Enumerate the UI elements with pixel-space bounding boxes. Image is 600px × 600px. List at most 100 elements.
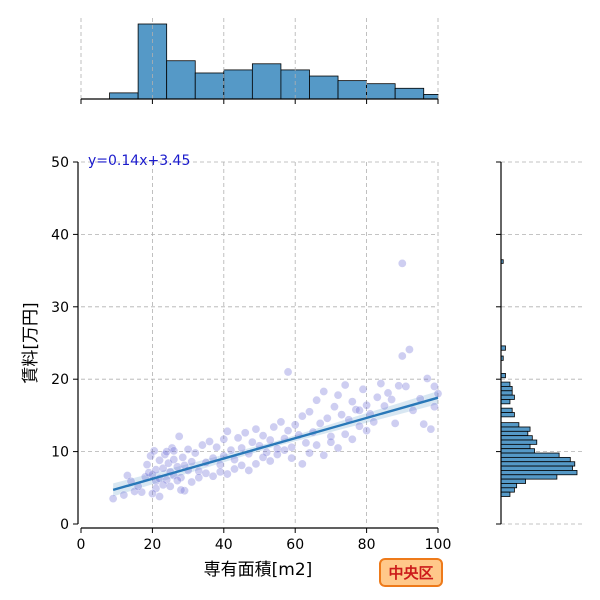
top-hist-bar: [166, 60, 196, 100]
right-hist-bar: [500, 390, 513, 396]
top-histogram: [80, 18, 439, 104]
right-hist-bar: [500, 483, 518, 489]
scatter-point: [433, 389, 443, 399]
right-hist-bar: [500, 443, 531, 450]
scatter-point: [169, 446, 179, 456]
scatter-point: [258, 431, 268, 441]
scatter-point: [283, 367, 293, 377]
scatter-point: [362, 400, 372, 410]
right-hist-bar: [500, 465, 573, 471]
scatter-point: [265, 456, 275, 466]
right-hist-bar: [500, 399, 511, 405]
scatter-point: [222, 469, 232, 479]
scatter-point: [151, 465, 161, 475]
scatter-point: [219, 434, 229, 444]
scatter-point: [187, 477, 197, 487]
scatter-point: [383, 388, 393, 398]
right-hist-bar: [500, 456, 571, 463]
scatter-point: [155, 455, 165, 465]
scatter-point: [354, 421, 364, 431]
scatter-point: [426, 424, 436, 434]
top-hist-bar: [309, 75, 339, 100]
scatter-point: [247, 437, 257, 447]
scatter-point: [201, 468, 211, 478]
right-hist-bar: [500, 474, 558, 480]
scatter-points: [108, 258, 443, 504]
scatter-point: [340, 429, 350, 439]
scatter-point: [429, 381, 439, 391]
top-hist-bar: [223, 69, 253, 100]
scatter-point: [276, 417, 286, 427]
top-hist-bar: [194, 72, 225, 100]
scatter-point: [147, 489, 157, 499]
scatter-point: [401, 381, 411, 391]
scatter-point: [326, 431, 336, 441]
right-hist-bar: [500, 345, 506, 351]
scatter-point: [379, 401, 389, 411]
right-hist-bar: [500, 435, 533, 441]
scatter-point: [230, 464, 240, 474]
y-tick-label: 0: [60, 517, 69, 533]
scatter-point: [351, 405, 361, 415]
x-tick-label: 40: [215, 537, 233, 553]
ward-badge-box: [379, 558, 443, 587]
scatter-point: [163, 458, 173, 468]
y-tick-label: 50: [51, 155, 69, 171]
right-hist-bar: [500, 491, 511, 497]
x-tick-label: 20: [143, 537, 161, 553]
y-tick-label: 40: [51, 227, 69, 243]
scatter-point: [149, 446, 159, 456]
scatter-point: [408, 405, 418, 415]
scatter-point: [390, 418, 400, 428]
scatter-point: [297, 459, 307, 469]
scatter-point: [265, 435, 275, 445]
right-hist-bar: [500, 386, 513, 392]
scatter-point: [151, 484, 161, 494]
scatter-point: [146, 451, 156, 461]
y-axis-label: 賃料[万円]: [21, 302, 41, 383]
scatter-point: [172, 476, 182, 486]
right-hist-bar: [500, 426, 531, 432]
scatter-point: [287, 442, 297, 452]
x-tick-label: 60: [286, 537, 304, 553]
scatter-point: [165, 481, 175, 491]
right-hist-bar: [500, 452, 560, 458]
scatter-point: [122, 470, 132, 480]
scatter-point: [237, 443, 247, 453]
right-hist-bar: [500, 461, 576, 467]
main-gridlines: [81, 161, 439, 524]
x-tick-label: 80: [358, 537, 376, 553]
main-axes: 0 20 40 60 80 100 0 10 20 30 40 50: [51, 155, 451, 553]
scatter-point: [269, 422, 279, 432]
scatter-point: [240, 428, 250, 438]
scatter-point: [169, 455, 179, 465]
scatter-point: [397, 258, 407, 268]
right-hist-bar: [500, 430, 529, 437]
scatter-point: [119, 490, 129, 500]
scatter-point: [233, 433, 243, 443]
right-hist-bar: [500, 373, 506, 379]
top-hist-bar: [337, 80, 368, 100]
scatter-point: [176, 485, 186, 495]
scatter-point: [326, 437, 336, 447]
x-tick-label: 100: [425, 537, 452, 553]
right-hist-bar: [500, 478, 526, 484]
scatter-point: [205, 436, 215, 446]
scatter-point: [215, 467, 225, 477]
scatter-point: [226, 445, 236, 455]
scatter-point: [387, 394, 397, 404]
scatter-point: [319, 387, 329, 397]
scatter-point: [287, 453, 297, 463]
top-hist-bar: [423, 94, 439, 100]
scatter-point: [208, 471, 218, 481]
scatter-point: [158, 463, 168, 473]
right-hist-bar: [500, 422, 520, 428]
scatter-point: [190, 448, 200, 458]
scatter-point: [251, 424, 261, 434]
scatter-point: [301, 438, 311, 448]
scatter-point: [319, 450, 329, 460]
scatter-point: [354, 405, 364, 415]
right-hist-bar: [500, 487, 515, 493]
scatter-point: [174, 431, 184, 441]
